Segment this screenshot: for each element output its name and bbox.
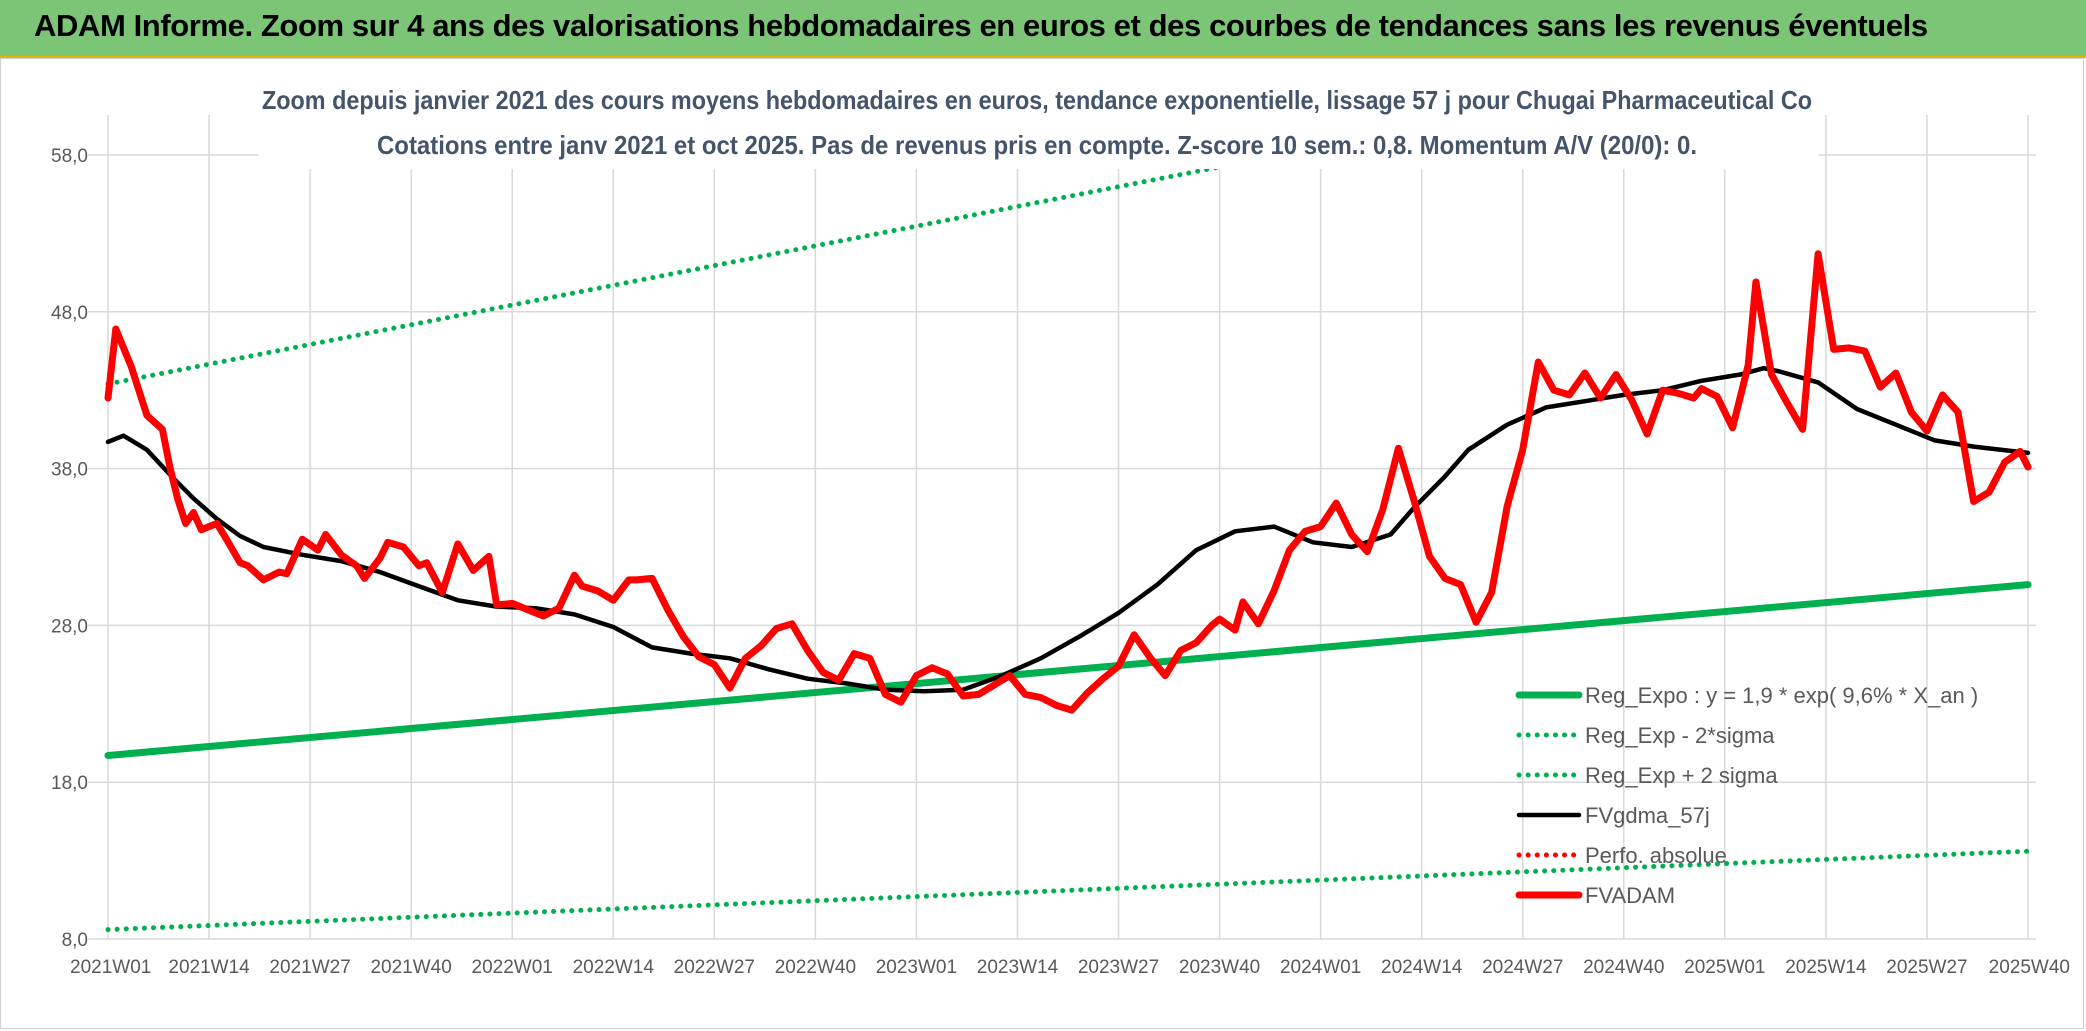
chart-frame: 8,0 18,0 28,0 38,0 48,0 58,0 2021W01 2021W14 202… [0,58,2084,1029]
x-tick-label: 2024W14 [1381,957,1463,978]
banner-title: ADAM Informe. Zoom sur 4 ans des valoris… [34,8,1928,43]
series-group [104,153,2032,933]
x-tick-label: 2021W27 [269,957,350,978]
x-tick-label: 2021W40 [370,957,451,978]
x-tick-label: 2024W01 [1280,957,1361,978]
series-line-1 [105,848,2031,933]
x-tick-label: 2022W14 [573,957,655,978]
x-tick-label: 2022W01 [472,957,553,978]
x-tick-label: 2025W14 [1785,957,1867,978]
x-tick-label: 2023W14 [977,957,1059,978]
y-tick-label: 28,0 [51,616,88,637]
x-tick-label: 2022W27 [674,957,755,978]
x-tick-label: 2025W27 [1886,957,1967,978]
legend-label-5: FVADAM [1585,883,1675,908]
y-tick-label: 18,0 [51,773,88,794]
legend: Reg_Expo : y = 1,9 * exp( 9,6% * X_an ) R… [1515,683,1978,908]
title-banner: ADAM Informe. Zoom sur 4 ans des valoris… [0,0,2086,58]
series-line-5 [104,250,2032,714]
y-tick-label: 8,0 [62,930,88,951]
x-tick-label: 2023W40 [1179,957,1260,978]
series-line-3 [105,365,2031,694]
legend-label-2: Reg_Exp + 2 sigma [1585,763,1778,788]
x-tick-label: 2022W40 [775,957,856,978]
legend-label-4: Perfo. absolue [1585,843,1727,868]
x-tick-label: 2021W01 [70,957,151,978]
chart-subtitle: Cotations entre janv 2021 et oct 2025. P… [377,130,1697,160]
x-tick-label: 2021W14 [168,957,250,978]
x-tick-label: 2023W27 [1078,957,1159,978]
x-tick-label: 2025W01 [1684,957,1765,978]
y-tick-label: 38,0 [51,460,88,481]
legend-label-1: Reg_Exp - 2*sigma [1585,723,1775,748]
x-tick-label: 2025W40 [1989,957,2070,978]
grid [88,115,2036,940]
x-tick-label: 2024W27 [1482,957,1563,978]
chart-title: Zoom depuis janvier 2021 des cours moyen… [262,85,1812,115]
y-tick-label: 48,0 [51,303,88,324]
chart-title-background [259,61,1819,169]
series-line-2 [105,153,1305,387]
legend-label-0: Reg_Expo : y = 1,9 * exp( 9,6% * X_an ) [1585,683,1978,708]
x-tick-label: 2024W40 [1583,957,1664,978]
legend-label-3: FVgdma_57j [1585,803,1710,828]
series-line-0 [104,581,2032,759]
x-tick-label: 2023W01 [876,957,957,978]
chart: 8,0 18,0 28,0 38,0 48,0 58,0 2021W01 2021W14 202… [51,61,2070,978]
y-tick-label: 58,0 [51,146,88,167]
